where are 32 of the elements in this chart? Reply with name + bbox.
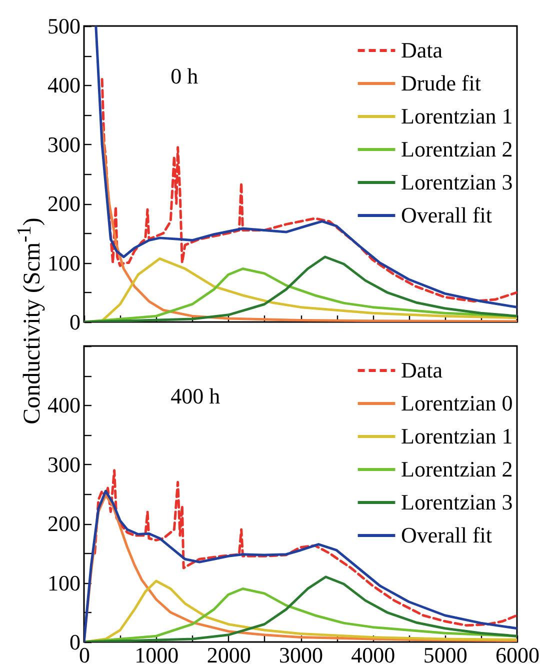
y-tick-label: 100 — [48, 570, 80, 596]
x-tick-label: 2000 — [206, 642, 251, 666]
line-series — [100, 125, 517, 322]
y-tick-label: 500 — [48, 14, 80, 38]
x-tick-label: 4000 — [351, 642, 396, 666]
legend-label: Drude fit — [401, 70, 482, 96]
y-tick-label: 200 — [48, 191, 80, 216]
legend-label: Overall fit — [401, 522, 492, 548]
x-tick-label: 6000 — [496, 642, 540, 666]
legend-label: Lorentzian 1 — [401, 104, 513, 128]
legend-label: Data — [401, 38, 443, 62]
x-tick-label: 3000 — [279, 642, 323, 666]
legend-label: Lorentzian 3 — [401, 490, 513, 514]
legend-label: Lorentzian 2 — [401, 456, 513, 482]
annotation: 0 h — [170, 63, 198, 88]
y-tick-label: 100 — [48, 250, 80, 276]
line-series — [94, 26, 517, 308]
legend-label: Lorentzian 1 — [401, 424, 513, 448]
y-tick-label: 200 — [48, 511, 80, 536]
y-tick-label: 300 — [48, 132, 80, 157]
legend-label: Lorentzian 3 — [401, 170, 513, 194]
legend-label: Lorentzian 2 — [401, 136, 513, 162]
legend-label: Overall fit — [401, 202, 492, 228]
y-tick-label: 400 — [48, 72, 80, 98]
x-tick-label: 5000 — [423, 642, 468, 666]
y-tick-label: 0 — [70, 310, 80, 334]
y-tick-label: 400 — [48, 392, 80, 418]
annotation: 400 h — [170, 383, 220, 408]
legend-label: Lorentzian 0 — [401, 390, 513, 416]
x-tick-label: 1000 — [134, 642, 179, 666]
legend-label: Data — [401, 358, 443, 382]
y-tick-label: 300 — [48, 452, 80, 477]
